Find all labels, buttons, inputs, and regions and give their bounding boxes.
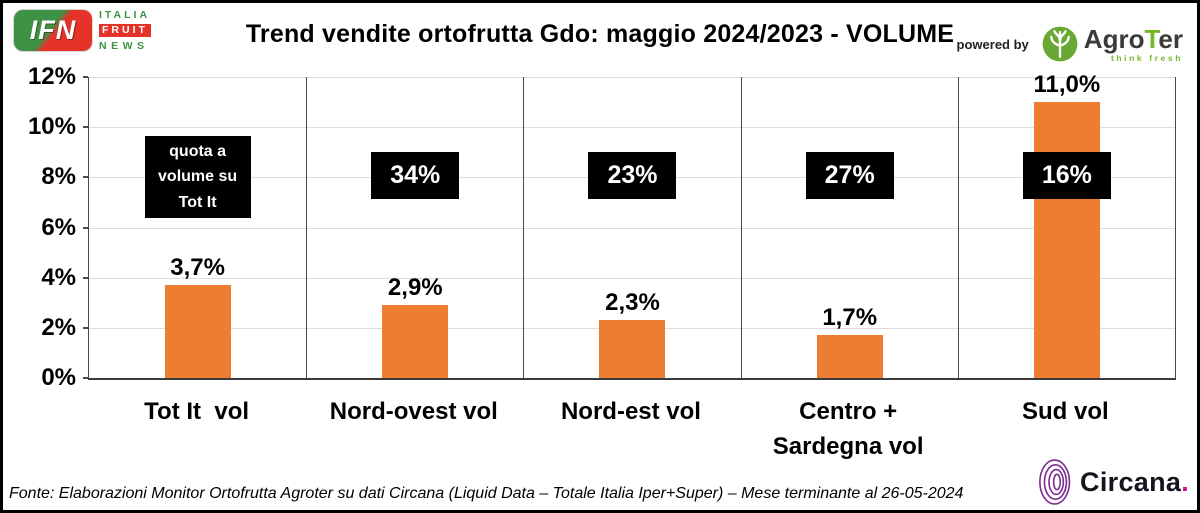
powered-by-label: powered by [956,36,1029,52]
agroter-tagline: think fresh [1110,52,1183,63]
y-tick-mark [83,76,88,78]
source-note: Fonte: Elaborazioni Monitor Ortofrutta A… [9,485,964,502]
x-category-label: Sud vol [1022,398,1109,425]
quota-badge: 23% [588,152,677,199]
gridline [89,127,1175,129]
ifn-abbr: IFN [29,15,77,45]
chart-panel: 1,7% 27% [740,77,958,378]
bar-value-label: 2,9% [387,274,443,302]
circana-rings-icon [1039,459,1071,505]
y-tick-label: 0% [41,364,76,391]
bar-value-label: 2,3% [605,289,660,317]
agroter-name: AgroTer [1083,23,1183,54]
agroter-logo: AgroTer think fresh [1041,25,1183,63]
y-tick-label: 2% [41,313,76,341]
x-category-label: Tot It vol [144,398,250,425]
bar [1033,102,1100,378]
x-category-label: Centro + Sardegna vol [772,398,924,460]
y-tick-label: 10% [27,113,76,141]
y-tick-label: 12% [27,63,76,90]
chart-panel: 2,9% 34% [306,77,523,378]
x-category-label: Nord-ovest vol [329,398,498,425]
bar [599,320,666,378]
y-tick-label: 8% [41,163,76,191]
chart-panel: 3,7% quota a volume su Tot It [89,77,306,378]
y-tick-mark [83,276,88,279]
ifn-news-label: NEWS [99,39,149,52]
ifn-fruit-label: FRUIT [99,23,151,38]
quota-badge: 27% [805,152,894,199]
gridline [89,227,1175,229]
agroter-tree-icon [1042,26,1078,62]
circana-wordmark: Circana. [1080,466,1189,497]
gridline [89,277,1175,279]
y-tick-mark [83,377,88,379]
circana-logo: Circana. [1035,457,1189,507]
x-category-label: Nord-est vol [560,398,701,425]
x-axis-labels: Tot It vol Nord-ovest vol Nord-est vol Cent… [88,395,1174,465]
bar-value-label: 1,7% [822,304,878,332]
powered-by-block: powered by AgroTer think fresh [957,25,1183,63]
y-tick-mark [83,176,88,179]
y-tick-label: 4% [41,263,76,291]
chart-title: Trend vendite ortofrutta Gdo: maggio 202… [245,20,955,48]
y-tick-mark [83,126,88,129]
ifn-logo-icon: IFN [14,10,92,51]
plot-area: 3,7% quota a volume su Tot It 2,9% 34% 2,3% 2… [88,71,1176,380]
bar [382,305,449,378]
ifn-logo: IFN ITALIA FRUIT NEWS [14,10,151,51]
quota-badge: 16% [1022,152,1111,199]
agroter-wordmark: AgroTer think fresh [1084,26,1183,63]
quota-badge: 34% [371,152,460,199]
bar [164,285,231,378]
y-axis: 0% 2% 4% 6% 8% 10% 12% [3,63,88,391]
quota-badge: quota a volume su Tot It [144,136,251,218]
y-tick-mark [83,226,88,229]
y-tick-mark [83,326,88,329]
chart-panel: 11,0% 16% [957,71,1175,378]
chart-panel: 2,3% 23% [523,77,740,378]
bar-value-label: 11,0% [1033,71,1101,99]
y-tick-label: 6% [41,213,76,241]
bar-value-label: 3,7% [170,254,225,282]
ifn-wordmark: ITALIA FRUIT NEWS [99,10,151,51]
gridline [89,77,1175,78]
ifn-italia-label: ITALIA [99,9,151,21]
bar [816,335,883,378]
